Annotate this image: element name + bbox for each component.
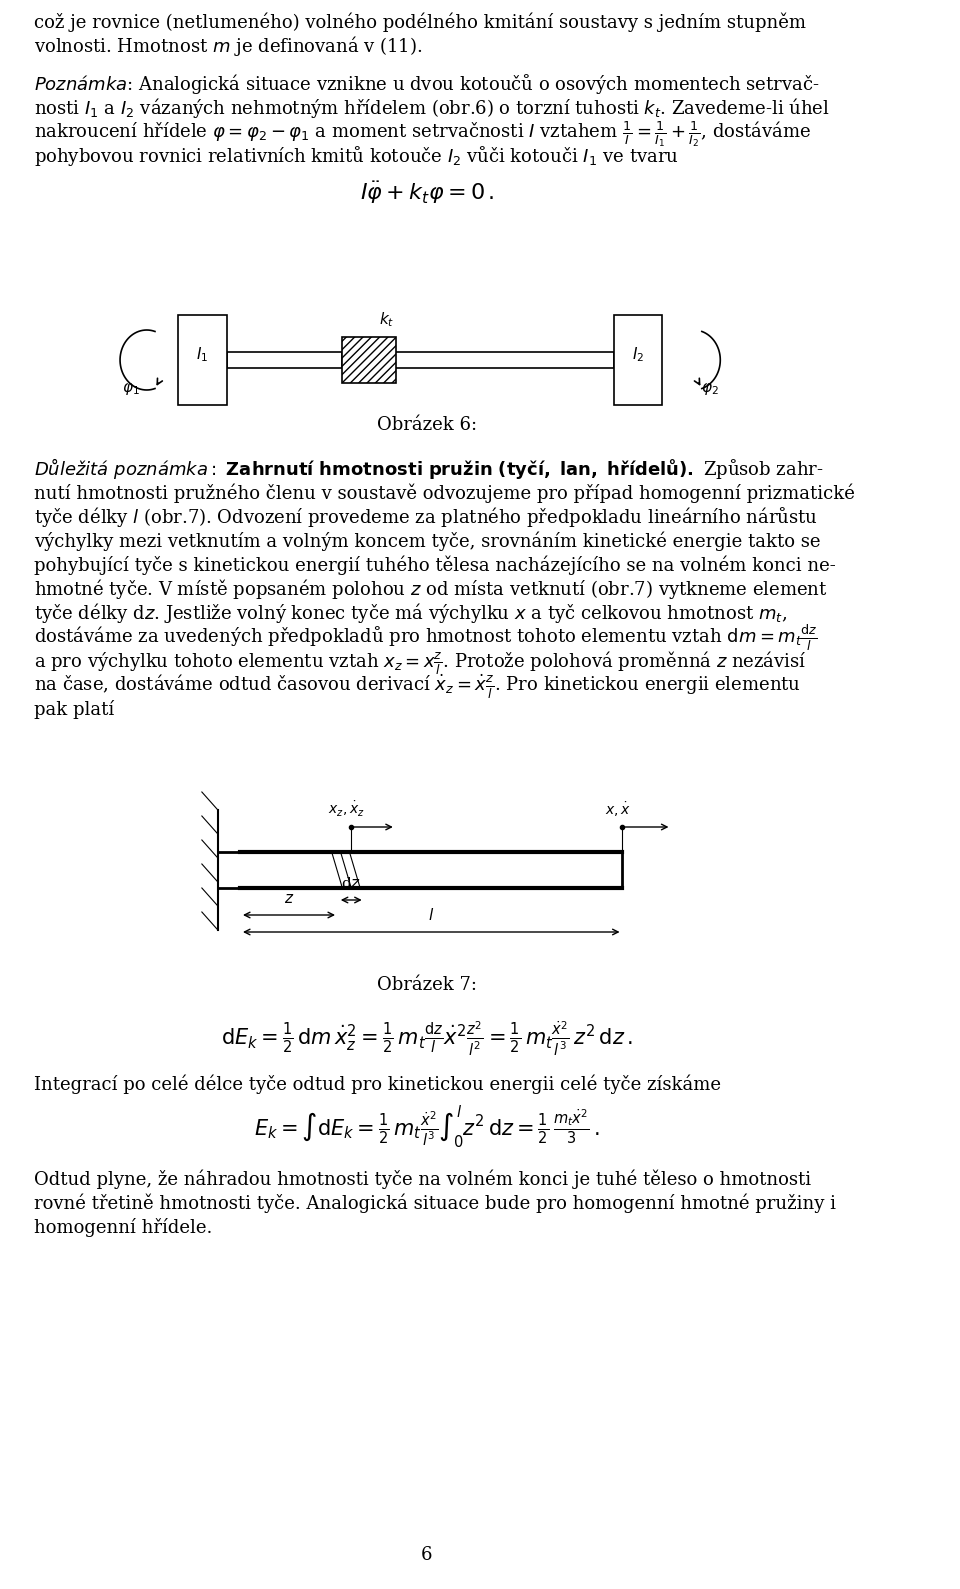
Bar (369, 353, 613, 369)
Text: $I_2$: $I_2$ (632, 346, 644, 364)
Text: hmotné tyče. V místě popsaném polohou $z$ od místa vetknutí (obr.7) vytkneme ele: hmotné tyče. V místě popsaném polohou $z… (34, 577, 828, 601)
Text: volnosti. Hmotnost $m$ je definovaná v (11).: volnosti. Hmotnost $m$ je definovaná v (… (34, 33, 422, 59)
Text: výchylky mezi vetknutím a volným koncem tyče, srovnáním kinetické energie takto : výchylky mezi vetknutím a volným koncem … (34, 531, 820, 551)
Text: $\varphi_1$: $\varphi_1$ (122, 381, 139, 397)
Text: pohybující tyče s kinetickou energií tuhého tělesa nacházejícího se na volném ko: pohybující tyče s kinetickou energií tuh… (34, 556, 835, 575)
Text: $E_k = \int \mathrm{d}E_k = \frac{1}{2}\,m_t\frac{\dot{x}^2}{l^3}\int_0^l z^2\,\: $E_k = \int \mathrm{d}E_k = \frac{1}{2}\… (253, 1103, 600, 1149)
Text: $I_1$: $I_1$ (196, 346, 208, 364)
Text: Integrací po celé délce tyče odtud pro kinetickou energii celé tyče získáme: Integrací po celé délce tyče odtud pro k… (34, 1074, 721, 1093)
Text: pak platí: pak platí (34, 701, 114, 718)
Text: na čase, dostáváme odtud časovou derivací $\dot{x}_z = \dot{x}\frac{z}{l}$. Pro : na čase, dostáváme odtud časovou derivac… (34, 672, 801, 701)
Text: $x_z, \dot{x}_z$: $x_z, \dot{x}_z$ (328, 801, 365, 820)
Text: tyče délky d$z$. Jestliže volný konec tyče má výchylku $x$ a tyč celkovou hmotno: tyče délky d$z$. Jestliže volný konec ty… (34, 601, 787, 624)
Text: Odtud plyne, že náhradou hmotnosti tyče na volném konci je tuhé těleso o hmotnos: Odtud plyne, že náhradou hmotnosti tyče … (34, 1170, 811, 1189)
Text: $I\ddot{\varphi} + k_t\varphi = 0\,.$: $I\ddot{\varphi} + k_t\varphi = 0\,.$ (360, 180, 494, 207)
Text: $\it{Důležitá\ poznámka:}$ $\bf{Zahrnutí\ hmotnosti\ pružin\ (tyčí,\ lan,\ hříde: $\it{Důležitá\ poznámka:}$ $\bf{Zahrnutí… (34, 456, 824, 481)
Text: $\it{Poznámka}$: Analogická situace vznikne u dvou kotoučů o osových momentech s: $\it{Poznámka}$: Analogická situace vzni… (34, 72, 820, 95)
Text: $x, \dot{x}$: $x, \dot{x}$ (605, 801, 631, 818)
Text: tyče délky $l$ (obr.7). Odvození provedeme za platného předpokladu lineárního ná: tyče délky $l$ (obr.7). Odvození provede… (34, 505, 818, 529)
Text: homogenní hřídele.: homogenní hřídele. (34, 1219, 212, 1236)
Text: což je rovnice (netlumeného) volného podélného kmitání soustavy s jedním stupněm: což je rovnice (netlumeného) volného pod… (34, 13, 805, 32)
Bar (227, 353, 343, 369)
Text: $l$: $l$ (428, 907, 434, 923)
Text: pohybovou rovnici relativních kmitů kotouče $I_2$ vůči kotouči $I_1$ ve tvaru: pohybovou rovnici relativních kmitů koto… (34, 145, 679, 168)
Text: dostáváme za uvedených předpokladů pro hmotnost tohoto elementu vztah $\mathrm{d: dostáváme za uvedených předpokladů pro h… (34, 623, 817, 653)
Text: $z$: $z$ (284, 891, 294, 906)
Text: a pro výchylku tohoto elementu vztah $x_z = x\frac{z}{l}$. Protože polohová prom: a pro výchylku tohoto elementu vztah $x_… (34, 648, 806, 677)
Text: nutí hmotnosti pružného členu v soustavě odvozujeme pro případ homogenní prizmat: nutí hmotnosti pružného členu v soustavě… (34, 483, 854, 504)
Bar (343, 337, 396, 383)
Text: d$z$: d$z$ (341, 876, 361, 891)
Text: $k_t$: $k_t$ (379, 311, 395, 329)
Bar (178, 315, 227, 405)
Text: rovné třetině hmotnosti tyče. Analogická situace bude pro homogenní hmotné pruži: rovné třetině hmotnosti tyče. Analogická… (34, 1193, 836, 1212)
Text: 6: 6 (421, 1546, 433, 1564)
Text: nakroucení hřídele $\varphi = \varphi_2 - \varphi_1$ a moment setrvačnosti $I$ v: nakroucení hřídele $\varphi = \varphi_2 … (34, 119, 811, 149)
Text: Obrázek 6:: Obrázek 6: (376, 416, 477, 434)
Text: $\varphi_2$: $\varphi_2$ (701, 381, 718, 397)
Bar (613, 315, 662, 405)
Text: $\mathrm{d}E_k = \frac{1}{2}\,\mathrm{d}m\,\dot{x}_z^2 = \frac{1}{2}\,m_t\frac{\: $\mathrm{d}E_k = \frac{1}{2}\,\mathrm{d}… (221, 1020, 633, 1058)
Text: Obrázek 7:: Obrázek 7: (377, 976, 477, 995)
Text: nosti $I_1$ a $I_2$ vázaných nehmotným hřídelem (obr.6) o torzní tuhosti $k_t$. : nosti $I_1$ a $I_2$ vázaných nehmotným h… (34, 95, 829, 121)
